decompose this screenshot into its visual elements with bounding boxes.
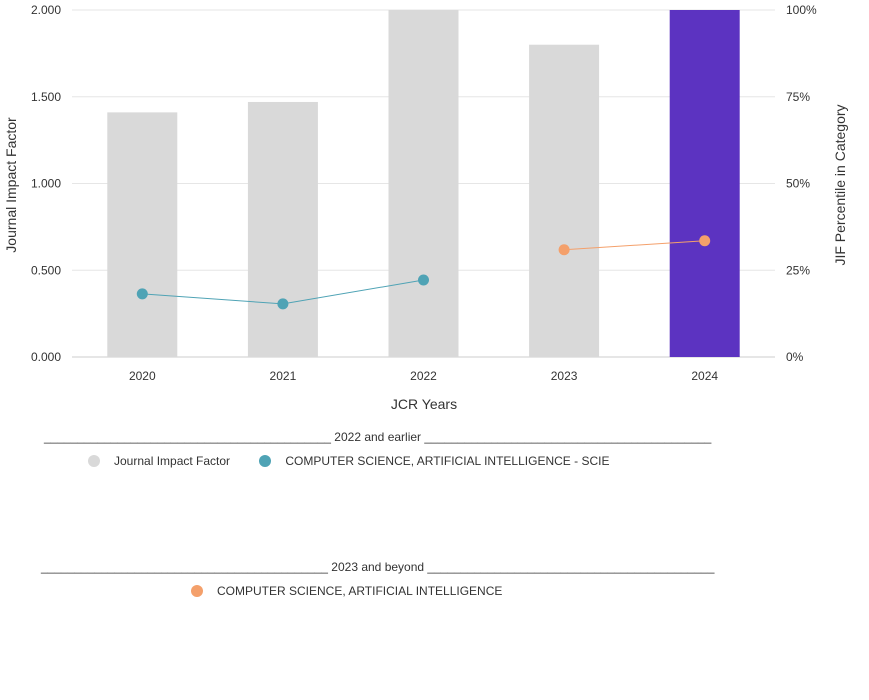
line-point[interactable]	[558, 244, 570, 256]
y-tick-label: 0.000	[31, 350, 61, 364]
y-tick-label: 1.000	[31, 177, 61, 191]
y2-tick-label: 0%	[786, 350, 804, 364]
axes: 0.000 0.500 1.000 1.500 2.000 0% 25% 50% 75% 100%…	[31, 3, 817, 383]
line-point[interactable]	[699, 235, 711, 247]
x-axis-title: JCR Years	[391, 396, 457, 412]
y2-tick-label: 50%	[786, 177, 810, 191]
legend-group1-header: ________________________________________…	[44, 430, 712, 444]
legend-item-cs-ai[interactable]: COMPUTER SCIENCE, ARTIFICIAL INTELLIGENC…	[191, 584, 502, 598]
line-point[interactable]	[418, 274, 429, 286]
y-tick-label: 1.500	[31, 90, 61, 104]
line-series-1	[564, 240, 705, 251]
legend-item-cs-ai-scie[interactable]: COMPUTER SCIENCE, ARTIFICIAL INTELLIGENC…	[259, 454, 609, 468]
x-tick-label: 2023	[551, 369, 578, 383]
bar-2020[interactable]	[107, 112, 178, 358]
bar-2021[interactable]	[247, 101, 318, 357]
line-point[interactable]	[277, 298, 289, 310]
bars	[107, 10, 740, 358]
y2-axis-title: JIF Percentile in Category	[832, 104, 848, 265]
y2-tick-label: 100%	[786, 3, 817, 17]
legend-dot-cs-ai-scie	[259, 455, 272, 467]
jif-combo-chart: 0.000 0.500 1.000 1.500 2.000 0% 25% 50% 75% 100%…	[3, 3, 848, 412]
legend-label-jif: Journal Impact Factor	[114, 454, 231, 468]
legend-dot-cs-ai	[191, 585, 203, 597]
bar-2024[interactable]	[669, 10, 740, 357]
x-tick-label: 2024	[691, 369, 718, 383]
y-axis-title: Journal Impact Factor	[3, 117, 19, 253]
bar-2023[interactable]	[529, 44, 600, 357]
legend-label-cs-ai: COMPUTER SCIENCE, ARTIFICIAL INTELLIGENC…	[217, 584, 503, 598]
legend-group2: COMPUTER SCIENCE, ARTIFICIAL INTELLIGENC…	[191, 584, 528, 600]
legend-group1: Journal Impact Factor COMPUTER SCIENCE, …	[88, 454, 635, 470]
legend-dot-jif	[88, 455, 100, 467]
legend-label-cs-ai-scie: COMPUTER SCIENCE, ARTIFICIAL INTELLIGENC…	[285, 454, 610, 468]
y2-tick-label: 25%	[786, 263, 810, 277]
x-tick-label: 2022	[410, 369, 437, 383]
percentile-lines	[136, 235, 711, 310]
legend-group2-header: ________________________________________…	[41, 560, 715, 574]
bar-2022[interactable]	[388, 10, 459, 357]
y-tick-label: 2.000	[31, 3, 61, 17]
line-point[interactable]	[136, 288, 148, 300]
x-tick-label: 2020	[129, 369, 156, 383]
y2-tick-label: 75%	[786, 90, 810, 104]
y-tick-label: 0.500	[31, 263, 61, 277]
legend-item-jif[interactable]: Journal Impact Factor	[88, 454, 230, 468]
x-tick-label: 2021	[270, 369, 297, 383]
